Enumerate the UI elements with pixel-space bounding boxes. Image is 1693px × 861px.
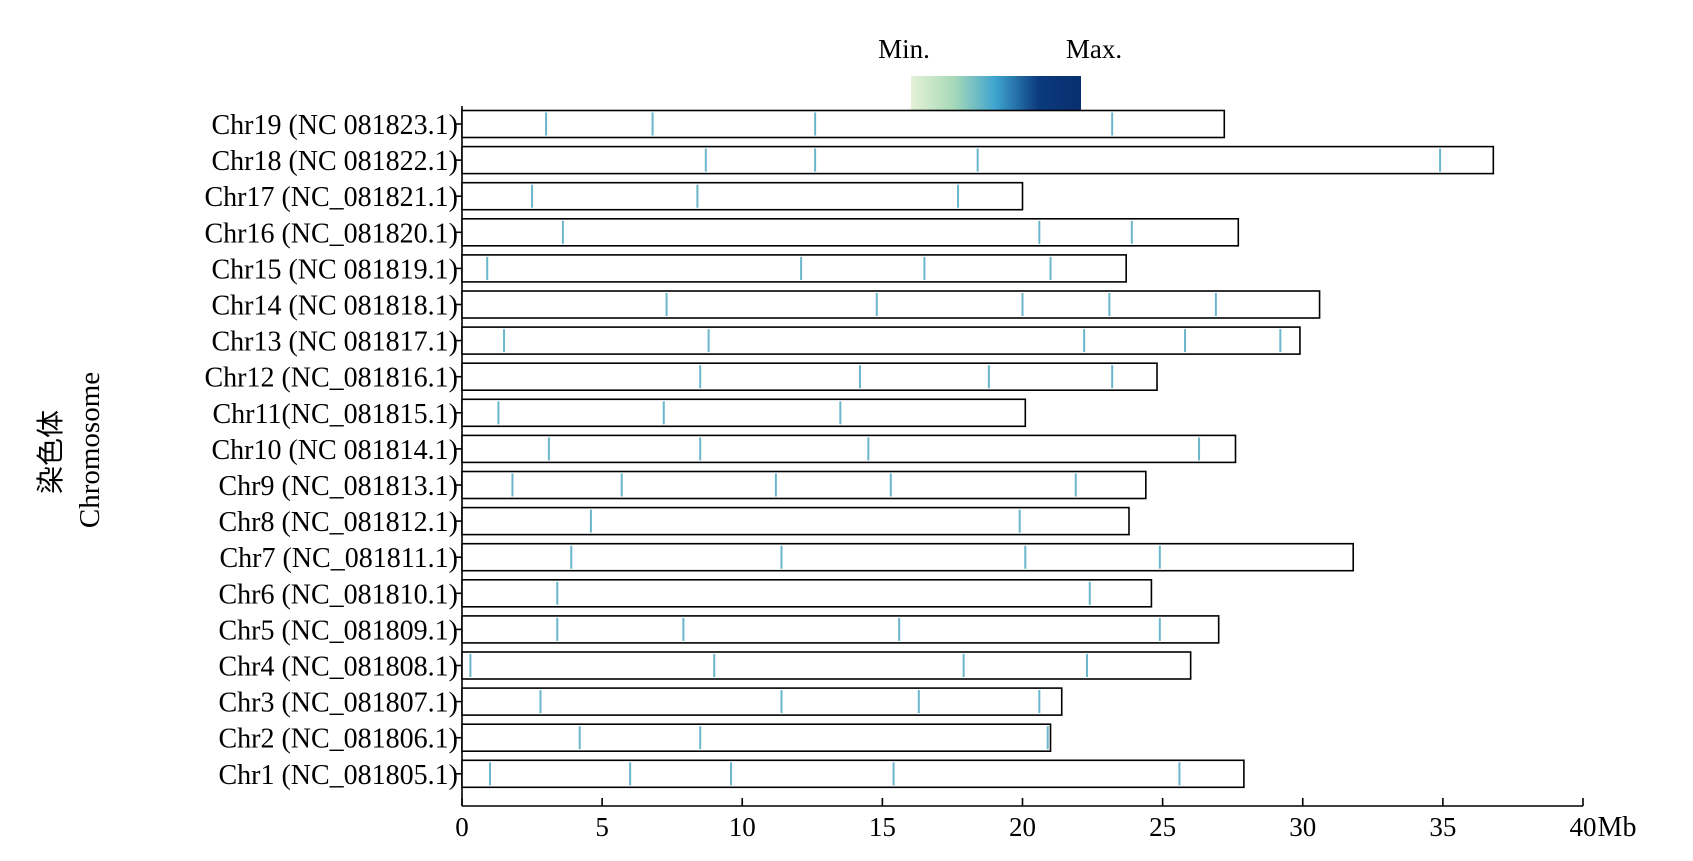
x-tick-label: 40 [1570, 812, 1597, 842]
chromosome-row: Chr1 (NC_081805.1) [218, 759, 1245, 791]
chromosome-row: Chr18 (NC 081822.1) [211, 145, 1495, 177]
chromosome-label: Chr12 (NC_081816.1) [204, 363, 458, 394]
chromosome-label: Chr11(NC_081815.1) [212, 399, 458, 430]
chromosome-label: Chr13 (NC 081817.1) [211, 327, 458, 358]
chromosome-label: Chr17 (NC_081821.1) [204, 182, 458, 213]
axes: 0 5 10 15 20 25 30 35 40 Mb [455, 106, 1636, 843]
chromosome-bar [461, 109, 1226, 139]
chromosome-row: Chr10 (NC 081814.1) [211, 434, 1237, 466]
chromosome-row: Chr4 (NC_081808.1) [218, 651, 1192, 683]
chromosome-bar [461, 615, 1220, 644]
chromosome-bar [461, 542, 1354, 572]
chromosome-label: Chr4 (NC_081808.1) [218, 652, 458, 683]
chromosome-bar [461, 362, 1158, 392]
legend-max-label: Max. [1066, 34, 1122, 64]
chromosome-row: Chr3 (NC_081807.1) [218, 687, 1063, 719]
chromosome-bar [461, 759, 1245, 789]
chromosome-label: Chr16 (NC_081820.1) [204, 218, 458, 249]
chromosome-row: Chr9 (NC_081813.1) [218, 470, 1147, 502]
chromosome-row: Chr6 (NC_081810.1) [218, 578, 1153, 610]
x-tick-label: 30 [1289, 812, 1316, 842]
chromosome-label: Chr2 (NC_081806.1) [218, 724, 458, 755]
chromosome-bar [461, 326, 1301, 355]
chromosome-label: Chr3 (NC_081807.1) [218, 688, 458, 719]
y-axis-title: 染色体 Chromosome [35, 372, 106, 528]
chromosome-row: Chr2 (NC_081806.1) [218, 723, 1052, 755]
chromosome-label: Chr7 (NC_081811.1) [219, 543, 458, 574]
chromosome-row: Chr13 (NC 081817.1) [211, 326, 1301, 358]
chromosome-label: Chr6 (NC_081810.1) [218, 579, 458, 610]
chromosome-bar [461, 434, 1237, 464]
chromosome-label: Chr8 (NC_081812.1) [218, 507, 458, 538]
chromosome-label: Chr18 (NC 081822.1) [211, 146, 458, 177]
chromosome-row: Chr5 (NC_081809.1) [218, 615, 1220, 646]
legend-min-label: Min. [878, 34, 930, 64]
chromosome-row: Chr11(NC_081815.1) [212, 398, 1027, 430]
chromosome-row: Chr19 (NC 081823.1) [211, 109, 1226, 141]
x-tick-label: 25 [1149, 812, 1176, 842]
chromosome-bar [461, 506, 1130, 536]
chromosome-row: Chr15 (NC 081819.1) [211, 254, 1127, 285]
chromosome-row: Chr14 (NC 081818.1) [211, 290, 1321, 322]
chromosome-label: Chr9 (NC_081813.1) [218, 471, 458, 502]
chromosome-bar [461, 218, 1240, 247]
chromosome-bar [461, 687, 1063, 716]
chromosome-row: Chr16 (NC_081820.1) [204, 218, 1240, 249]
chromosome-label: Chr14 (NC 081818.1) [211, 291, 458, 322]
chromosome-label: Chr10 (NC 081814.1) [211, 435, 458, 466]
chromosome-bar [461, 398, 1027, 428]
chromosome-label: Chr1 (NC_081805.1) [218, 760, 458, 791]
chromosome-label: Chr15 (NC 081819.1) [211, 254, 458, 285]
x-tick-label: 5 [595, 812, 609, 842]
chromosome-row: Chr12 (NC_081816.1) [204, 362, 1158, 394]
chromosome-bars: Chr19 (NC 081823.1) Chr18 (NC 081822.1) Ch… [204, 109, 1495, 791]
chromosome-bar [461, 723, 1052, 753]
y-axis-title-en: Chromosome [74, 372, 106, 528]
y-axis-title-cn: 染色体 [35, 410, 67, 494]
x-tick-label: 0 [455, 812, 469, 842]
x-tick-label: 35 [1429, 812, 1456, 842]
chromosome-bar [461, 651, 1192, 680]
x-tick-label: 15 [869, 812, 896, 842]
x-tick-label: 20 [1009, 812, 1036, 842]
chromosome-row: Chr7 (NC_081811.1) [219, 542, 1354, 574]
chromosome-label: Chr5 (NC_081809.1) [218, 615, 458, 646]
chromosome-bar [461, 290, 1321, 319]
chromosome-row: Chr8 (NC_081812.1) [218, 506, 1130, 538]
chromosome-bar [461, 181, 1024, 211]
color-legend: Min. Max. [878, 34, 1122, 110]
chromosome-bar [461, 470, 1147, 500]
x-tick-label: 10 [729, 812, 756, 842]
x-axis-ticks: 0 5 10 15 20 25 30 35 40 [455, 798, 1597, 842]
legend-gradient-bar [911, 76, 1081, 110]
chromosome-label: Chr19 (NC 081823.1) [211, 110, 458, 141]
x-axis-unit-label: Mb [1598, 812, 1637, 843]
chromosome-row: Chr17 (NC_081821.1) [204, 181, 1024, 213]
chromosome-bar [461, 254, 1127, 283]
chromosome-bar [461, 578, 1153, 608]
